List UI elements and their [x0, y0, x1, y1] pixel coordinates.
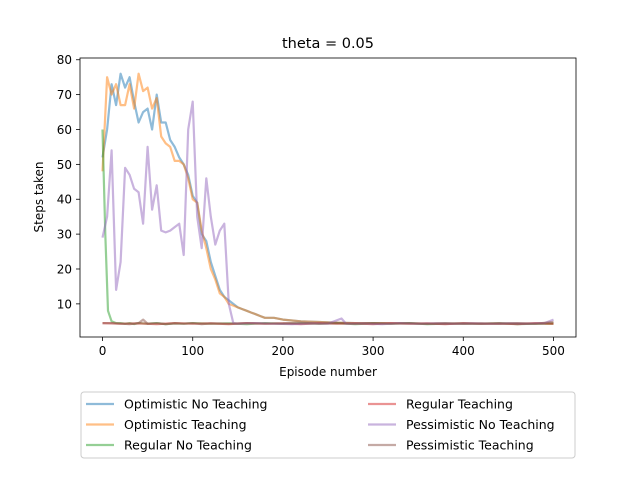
series-line-6	[102, 318, 554, 326]
x-axis-label: Episode number	[279, 365, 377, 379]
series-layer	[101, 72, 554, 326]
legend-frame	[80, 391, 576, 459]
y-tick-label: 60	[57, 123, 72, 137]
legend: Optimistic No Teaching Optimistic Teachin…	[80, 391, 576, 459]
chart-title: theta = 0.05	[282, 36, 374, 52]
legend-label-1: Optimistic No Teaching	[124, 397, 268, 412]
x-tick-label: 300	[362, 344, 385, 358]
y-axis-ticks: 10 20 30 40 50 60 70 80	[57, 53, 80, 311]
y-tick-label: 40	[57, 193, 72, 207]
x-axis-ticks: 0 100 200 300 400 500	[99, 337, 565, 358]
y-tick-label: 20	[57, 262, 72, 276]
legend-label-4: Regular Teaching	[406, 397, 513, 412]
legend-label-2: Optimistic Teaching	[124, 417, 247, 432]
y-axis-label: Steps taken	[32, 162, 46, 233]
x-tick-label: 100	[181, 344, 204, 358]
plot-frame	[79, 57, 577, 338]
legend-label-6: Pessimistic Teaching	[406, 438, 534, 453]
x-tick-label: 200	[271, 344, 294, 358]
legend-label-3: Regular No Teaching	[124, 438, 252, 453]
legend-label-5: Pessimistic No Teaching	[406, 417, 555, 432]
y-tick-label: 80	[57, 53, 72, 67]
x-tick-label: 0	[99, 344, 107, 358]
y-tick-label: 10	[57, 297, 72, 311]
y-tick-label: 70	[57, 88, 72, 102]
y-tick-label: 50	[57, 158, 72, 172]
x-tick-label: 500	[542, 344, 565, 358]
x-tick-label: 400	[452, 344, 475, 358]
y-tick-label: 30	[57, 228, 72, 242]
